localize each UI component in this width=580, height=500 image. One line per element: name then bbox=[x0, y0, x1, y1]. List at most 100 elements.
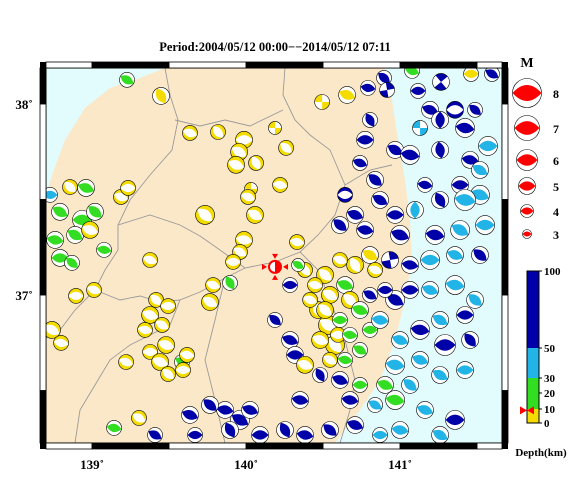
focal-mechanism-ball bbox=[342, 327, 358, 343]
focal-mechanism-ball bbox=[332, 252, 348, 268]
frame-segment-top bbox=[45, 61, 93, 69]
focal-mechanism-ball bbox=[406, 201, 424, 219]
focal-mechanism-ball bbox=[312, 367, 328, 383]
focal-mechanism-ball bbox=[322, 352, 338, 368]
colorbar-tick-label: 50 bbox=[544, 343, 556, 355]
focal-mechanism-ball bbox=[216, 401, 234, 419]
focal-mechanism-ball bbox=[484, 68, 500, 82]
focal-mechanism-ball bbox=[316, 301, 334, 319]
focal-mechanism-ball bbox=[341, 391, 359, 409]
focal-mechanism-ball bbox=[445, 410, 465, 430]
frame-segment-bottom bbox=[168, 442, 247, 450]
focal-mechanism-ball bbox=[332, 312, 348, 328]
focal-mechanism-ball bbox=[454, 189, 476, 211]
focal-mechanism-ball bbox=[152, 87, 170, 105]
focal-mechanism-ball bbox=[425, 225, 445, 245]
focal-mechanism-ball bbox=[240, 189, 256, 205]
longitude-tick-label: 139˚ bbox=[80, 457, 104, 472]
frame-segment-left bbox=[39, 103, 47, 200]
focal-mechanism-ball bbox=[518, 177, 536, 195]
focal-mechanism-ball bbox=[182, 125, 198, 141]
focal-mechanism-ball bbox=[118, 354, 134, 370]
focal-mechanism-ball bbox=[221, 421, 239, 439]
frame-segment-bottom bbox=[91, 442, 170, 450]
focal-mechanism-ball bbox=[241, 401, 259, 419]
focal-mechanism-ball bbox=[331, 371, 349, 389]
focal-mechanism-ball bbox=[289, 234, 305, 250]
focal-mechanism-ball bbox=[512, 78, 542, 108]
focal-mechanism-ball bbox=[514, 115, 540, 141]
focal-mechanism-ball bbox=[371, 191, 389, 209]
focal-mechanism-ball bbox=[412, 120, 428, 136]
focal-mechanism-ball bbox=[311, 331, 329, 349]
focal-mechanism-ball bbox=[410, 320, 430, 340]
focal-mechanism-ball bbox=[154, 317, 170, 333]
focal-mechanism-ball bbox=[337, 352, 353, 368]
focal-mechanism-ball bbox=[401, 281, 419, 299]
reference-marker-arrow bbox=[283, 263, 289, 270]
focal-mechanism-ball bbox=[46, 231, 64, 249]
focal-mechanism-ball bbox=[195, 205, 215, 225]
focal-mechanism-ball bbox=[267, 312, 283, 328]
focal-mechanism-ball bbox=[385, 355, 405, 375]
focal-mechanism-ball bbox=[106, 420, 122, 436]
boundary-line bbox=[174, 109, 284, 127]
focal-mechanism-ball bbox=[321, 286, 339, 304]
focal-mechanism-ball bbox=[400, 145, 420, 165]
focal-mechanism-ball bbox=[391, 331, 409, 349]
focal-mechanism-ball bbox=[291, 391, 309, 409]
frame-segment-right bbox=[501, 390, 509, 444]
focal-mechanism-ball bbox=[151, 353, 169, 371]
focal-mechanism-ball bbox=[431, 191, 449, 209]
colorbar-band bbox=[527, 409, 539, 423]
focal-mechanism-ball bbox=[471, 161, 489, 179]
axis-labels: 139˚ 140˚ 141˚ 38˚ 37˚ bbox=[15, 97, 412, 472]
focal-mechanism-ball bbox=[96, 242, 112, 258]
focal-mechanism-ball bbox=[362, 287, 378, 303]
focal-mechanism-ball bbox=[230, 143, 248, 161]
focal-mechanism-ball bbox=[386, 206, 404, 224]
focal-mechanism-ball bbox=[471, 246, 489, 264]
focal-mechanism-ball bbox=[66, 226, 84, 244]
focal-mechanism-ball bbox=[461, 151, 479, 169]
frame-segment-left bbox=[39, 390, 47, 444]
focal-mechanism-ball bbox=[421, 281, 439, 299]
focal-mechanism-ball bbox=[246, 206, 264, 224]
focal-mechanism-ball bbox=[431, 311, 449, 329]
colorbar-tick-label: 20 bbox=[544, 388, 556, 400]
frame-segment-right bbox=[501, 67, 509, 105]
focal-mechanism-ball bbox=[296, 356, 314, 374]
focal-mechanism-ball bbox=[291, 258, 305, 272]
focal-mechanism-ball bbox=[445, 275, 465, 295]
focal-mechanism-ball bbox=[346, 206, 364, 224]
frame-segment-bottom bbox=[245, 442, 324, 450]
focal-mechanism-ball bbox=[434, 334, 456, 356]
focal-mechanism-ball bbox=[120, 180, 136, 196]
focal-mechanism-ball bbox=[420, 250, 440, 270]
frame-segment-bottom bbox=[399, 442, 478, 450]
focal-mechanism-ball bbox=[416, 401, 434, 419]
focal-mechanism-ball bbox=[46, 187, 58, 203]
colorbar-tick-label: 100 bbox=[544, 266, 561, 278]
reference-marker-fill bbox=[275, 260, 282, 273]
focal-mechanism-ball bbox=[68, 288, 84, 304]
focal-mechanism-ball bbox=[475, 215, 495, 235]
sea-area-pacific bbox=[335, 68, 502, 443]
focal-mechanism-ball bbox=[386, 141, 404, 159]
focal-mechanism-ball bbox=[148, 292, 164, 308]
latitude-tick-label: 38˚ bbox=[15, 97, 32, 112]
reference-marker-arrow bbox=[272, 274, 279, 280]
focal-mechanism-ball bbox=[516, 149, 538, 171]
focal-mechanism-ball bbox=[391, 421, 409, 439]
focal-mechanism-ball bbox=[160, 366, 176, 382]
focal-mechanism-ball bbox=[157, 336, 175, 354]
focal-mechanism-ball bbox=[248, 155, 264, 171]
focal-mechanism-ball bbox=[314, 94, 330, 110]
focal-mechanism-ball bbox=[119, 72, 135, 88]
focal-mechanism-ball bbox=[431, 366, 449, 384]
focal-mechanism-ball bbox=[276, 421, 294, 439]
focal-mechanism-ball bbox=[296, 426, 314, 443]
focal-mechanism-ball bbox=[141, 306, 159, 324]
magnitude-legend-label: 8 bbox=[553, 87, 559, 101]
